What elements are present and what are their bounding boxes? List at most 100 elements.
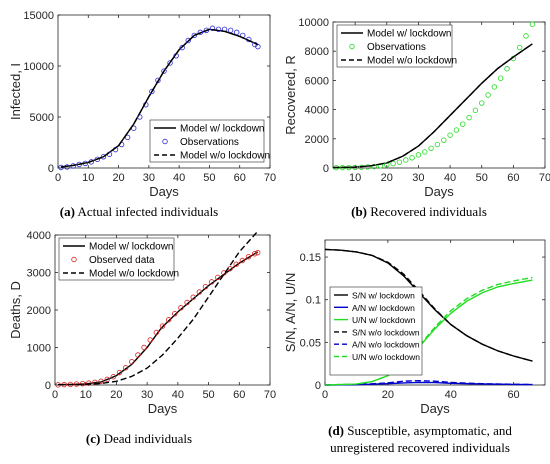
panel-b-series-2-point <box>472 107 479 114</box>
chart-panel-infected: 0 10 20 30 40 50 60 70 0 5000 10000 15000 Days Infect… <box>8 10 276 199</box>
panel-c-xtick-label: 50 <box>202 389 214 401</box>
panel-b-series-2-point <box>479 100 485 106</box>
panel-b-series-2-point <box>415 152 422 158</box>
panel-b-xtick-label: 70 <box>539 172 550 184</box>
panel-b-series-2-point <box>516 44 523 51</box>
panel-b-legend-label: Observations <box>367 42 426 53</box>
panel-c-series-2-point <box>251 251 258 257</box>
panel-c-series-2-point <box>165 317 172 323</box>
panel-c-ylabel: Deaths, D <box>8 281 23 339</box>
panel-b-series-3-line <box>332 43 533 169</box>
caption-c-text: Dead individuals <box>103 431 193 446</box>
panel-b-xtick-label: 60 <box>507 172 519 184</box>
panel-c-xtick-label: 40 <box>172 389 184 401</box>
panel-b-series-2-point <box>365 164 371 170</box>
panel-b-series-2-point <box>371 163 377 170</box>
chart-panel-deaths: 0 10 20 30 40 50 60 70 0 1000 2000 3000 4000 Days Deat… <box>8 230 276 416</box>
panel-b-xlabel: Days <box>424 184 454 199</box>
panel-b-legend-label: Model w/o lockdown <box>367 56 457 67</box>
caption-d-tag: (d) <box>328 423 344 438</box>
panel-c-series-2-point <box>104 376 110 383</box>
panel-d-legend-label: S/N w/ lockdown <box>352 291 415 301</box>
caption-b-text: Recovered individuals <box>370 204 487 219</box>
panel-c-series-2-point <box>122 365 129 371</box>
panel-d-legend-label: U/N w/o lockdown <box>352 352 420 362</box>
panel-c-series-2-point <box>196 289 203 295</box>
panel-b-series-2-point <box>358 164 365 170</box>
panel-d-xtick-label: 0 <box>322 389 328 401</box>
panel-c-series-2-point <box>245 254 252 260</box>
panel-a-series-2-point <box>215 26 222 32</box>
panel-a-ytick-label: 0 <box>48 163 54 175</box>
panel-d-xtick-label: 40 <box>445 389 457 401</box>
panel-a-ytick-label: 10000 <box>23 61 54 73</box>
caption-b-tag: (b) <box>351 204 368 219</box>
panel-c-series-2-point <box>208 279 215 285</box>
panel-a-xtick-label: 70 <box>264 172 276 184</box>
panel-b-series-2-point <box>453 127 460 133</box>
panel-d-ytick-label: 0.1 <box>306 295 321 307</box>
panel-c-ytick-label: 2000 <box>27 305 51 317</box>
panel-b-ylabel: Recovered, R <box>283 55 298 134</box>
panel-a-xtick-label: 40 <box>173 172 185 184</box>
caption-a: (a) Actual infected individuals <box>10 203 268 220</box>
panel-a-xlabel: Days <box>149 184 179 199</box>
panel-a-legend-label: Observations <box>180 137 239 148</box>
caption-a-tag: (a) <box>59 204 75 219</box>
caption-c: (c) Dead individuals <box>10 430 268 447</box>
caption-b: (b) Recovered individuals <box>290 203 548 220</box>
panel-d-legend-label: A/N w/o lockdown <box>352 340 420 350</box>
panel-a-legend-swatch <box>162 138 168 145</box>
chart-panel-fractions: 0 20 40 60 0 0.05 0.1 0.15 Days S/N, A/N, U/N S/N … <box>283 239 546 416</box>
panel-c-series-2-point <box>135 352 141 358</box>
panel-c-legend-label: Model w/ lockdown <box>89 242 173 253</box>
panel-c-series-2-point <box>92 379 98 386</box>
panel-a-series-2-point <box>209 25 216 31</box>
panel-c-series-2-point <box>110 374 117 380</box>
panel-d-legend-box <box>329 286 423 376</box>
panel-a-series-2-point <box>124 134 131 141</box>
panel-c-series-2-point <box>141 344 147 351</box>
panel-c-legend-swatch <box>71 256 77 263</box>
panel-a-legend-label: Model w/o lockdown <box>180 151 270 162</box>
panel-b-series-2-point <box>434 141 441 148</box>
panel-a-ytick-label: 5000 <box>30 112 54 124</box>
panel-c-legend-label: Observed data <box>89 255 155 266</box>
chart-panel-recovered: 10 20 30 40 50 60 70 0 2000 4000 6000 8000 10000 Days… <box>283 17 550 199</box>
panel-b-series-2-point <box>409 155 415 161</box>
panel-c-series-2-point <box>239 257 246 264</box>
panel-b-ytick-label: 4000 <box>305 105 329 117</box>
panel-d-ytick-label: 0.15 <box>300 252 321 264</box>
panel-c-xlabel: Days <box>148 401 178 416</box>
panel-b-ytick-label: 10000 <box>298 17 329 29</box>
panel-c-xtick-label: 20 <box>110 389 122 401</box>
panel-d-ytick-label: 0.05 <box>300 337 321 349</box>
panel-c-xtick-label: 30 <box>141 389 153 401</box>
panel-a-xtick-label: 30 <box>143 172 155 184</box>
panel-d-series-5-line <box>324 379 533 386</box>
panel-c-ytick-label: 1000 <box>27 343 51 355</box>
panel-b-series-2-point <box>504 66 510 72</box>
panel-d-xlabel: Days <box>420 401 450 416</box>
panel-a-series-2-point <box>233 29 240 36</box>
panel-c-xtick-label: 60 <box>233 389 245 401</box>
panel-c-series-2-point <box>153 329 160 336</box>
panel-b-series-2-point <box>441 137 447 143</box>
panel-d-xtick-label: 60 <box>507 389 519 401</box>
panel-b-series-2-point <box>428 145 434 151</box>
caption-c-tag: (c) <box>85 431 101 446</box>
panel-a-series-2-point <box>149 88 155 95</box>
panel-a-ylabel: Infected, I <box>8 63 23 120</box>
panel-c-ytick-label: 3000 <box>27 268 51 280</box>
panel-a-series-2-point <box>100 154 107 160</box>
panel-a-legend-label: Model w/ lockdown <box>180 124 264 135</box>
panel-b-ytick-label: 0 <box>323 163 329 175</box>
panel-a-series-2-point <box>58 164 64 171</box>
panel-a-series-2-point <box>94 156 101 163</box>
caption-d-text: Susceptible, asymptomatic, and unregiste… <box>330 423 512 455</box>
panel-c-legend-label: Model w/o lockdown <box>89 269 179 280</box>
panel-c-series-2-point <box>178 305 184 311</box>
panel-b-series-2-point <box>447 132 453 138</box>
panel-a-xtick-label: 60 <box>234 172 246 184</box>
panel-d-ytick-label: 0 <box>315 380 321 392</box>
